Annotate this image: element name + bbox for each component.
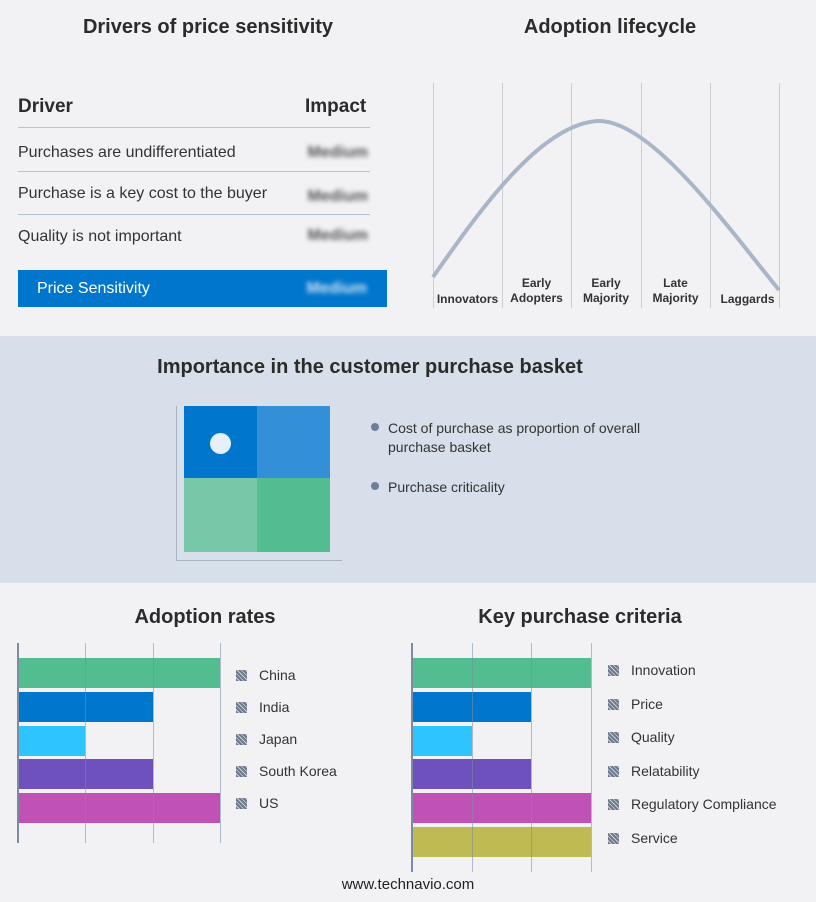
divider <box>710 83 711 308</box>
legend-swatch-icon <box>608 698 619 710</box>
divider <box>433 83 434 308</box>
quadrant-bottom-right <box>257 478 330 552</box>
legend-label: Japan <box>259 731 298 747</box>
legend-swatch-icon <box>236 798 247 809</box>
adoption-rates-title: Adoption rates <box>134 606 276 628</box>
gridline <box>152 643 154 843</box>
legend-swatch-icon <box>236 670 247 681</box>
bullet-icon <box>371 482 379 490</box>
driver-label: Quality is not important <box>18 228 182 245</box>
y-axis <box>411 643 413 872</box>
basket-legend-item: Cost of purchase as proportion of overal… <box>371 419 658 457</box>
legend-label: Quality <box>631 729 675 746</box>
legend-item: Innovation <box>608 662 696 678</box>
impact-value: Medium <box>307 144 368 161</box>
bar <box>412 658 591 688</box>
table-row: Purchase is a key cost to the buyer Mediu… <box>18 171 370 215</box>
legend-text: Cost of purchase as proportion of overal… <box>388 420 641 455</box>
bar <box>18 658 220 688</box>
legend-item: China <box>236 667 296 683</box>
legend-label: India <box>259 699 290 715</box>
adoption-curve <box>431 118 781 292</box>
legend-item: US <box>236 795 278 811</box>
gridline <box>220 643 221 843</box>
stage-late-majority: Late Majority <box>652 276 699 305</box>
bar <box>18 793 220 824</box>
quadrant-bottom-left <box>184 478 257 552</box>
stage-laggards: Laggards <box>720 292 775 306</box>
position-marker <box>210 433 231 454</box>
legend-swatch-icon <box>608 799 619 811</box>
legend-label: Price <box>631 695 663 712</box>
divider <box>502 83 503 308</box>
stage-innovators: Innovators <box>436 292 499 306</box>
legend-swatch-icon <box>236 702 247 713</box>
driver-label: Purchase is a key cost to the buyer <box>18 185 268 202</box>
gridline <box>591 643 592 872</box>
legend-item: Price <box>608 696 663 712</box>
legend-item: Relatability <box>608 763 699 779</box>
legend-swatch-icon <box>236 734 247 745</box>
axis-left <box>176 406 177 560</box>
gridline <box>471 643 473 872</box>
legend-swatch-icon <box>608 732 619 744</box>
divider <box>641 83 642 308</box>
stage-early-adopters: Early Adopters <box>510 276 563 305</box>
axis-bottom <box>176 560 342 561</box>
legend-label: US <box>259 795 279 811</box>
legend-item: Japan <box>236 731 297 747</box>
footer-url: www.technavio.com <box>341 876 475 893</box>
impact-value: Medium <box>307 227 368 244</box>
price-sensitivity-row: Price Sensitivity Medium <box>18 270 387 307</box>
basket-section <box>0 336 816 583</box>
legend-swatch-icon <box>236 766 247 777</box>
divider <box>779 83 780 308</box>
divider <box>571 83 572 308</box>
legend-swatch-icon <box>608 665 619 676</box>
bar <box>412 725 472 756</box>
legend-label: Relatability <box>631 762 700 779</box>
bar <box>18 725 86 756</box>
bar <box>412 793 591 824</box>
legend-item: India <box>236 699 289 715</box>
legend-item: Quality <box>608 729 675 745</box>
legend-swatch-icon <box>608 765 619 777</box>
lifecycle-title: Adoption lifecycle <box>523 16 697 38</box>
table-row: Quality is not important Medium <box>18 214 370 258</box>
legend-label: South Korea <box>259 763 337 779</box>
drivers-title: Drivers of price sensitivity <box>82 16 334 38</box>
legend-item: Regulatory Compliance <box>608 796 777 812</box>
legend-item: Service <box>608 830 678 846</box>
legend-swatch-icon <box>608 833 619 844</box>
summary-impact: Medium <box>306 280 367 297</box>
driver-label: Purchases are undifferentiated <box>18 144 236 161</box>
summary-label: Price Sensitivity <box>37 280 150 297</box>
gridline <box>85 643 87 843</box>
basket-legend-item: Purchase criticality <box>371 479 505 495</box>
purchase-criteria-title: Key purchase criteria <box>478 606 682 628</box>
impact-header: Impact <box>305 96 367 117</box>
bar <box>412 827 591 857</box>
bullet-icon <box>371 423 379 431</box>
legend-item: South Korea <box>236 763 337 779</box>
impact-value: Medium <box>307 188 368 205</box>
driver-header: Driver <box>18 96 73 117</box>
table-row: Purchases are undifferentiated Medium <box>18 127 370 171</box>
legend-label: Regulatory Compliance <box>631 796 777 813</box>
quadrant-top-right <box>257 406 330 478</box>
y-axis <box>17 643 19 843</box>
legend-label: China <box>259 667 296 683</box>
legend-label: Innovation <box>631 662 696 678</box>
basket-title: Importance in the customer purchase bask… <box>157 356 583 378</box>
stage-early-majority: Early Majority <box>582 276 629 305</box>
legend-text: Purchase criticality <box>388 479 505 495</box>
legend-label: Service <box>631 830 678 846</box>
gridline <box>531 643 533 872</box>
